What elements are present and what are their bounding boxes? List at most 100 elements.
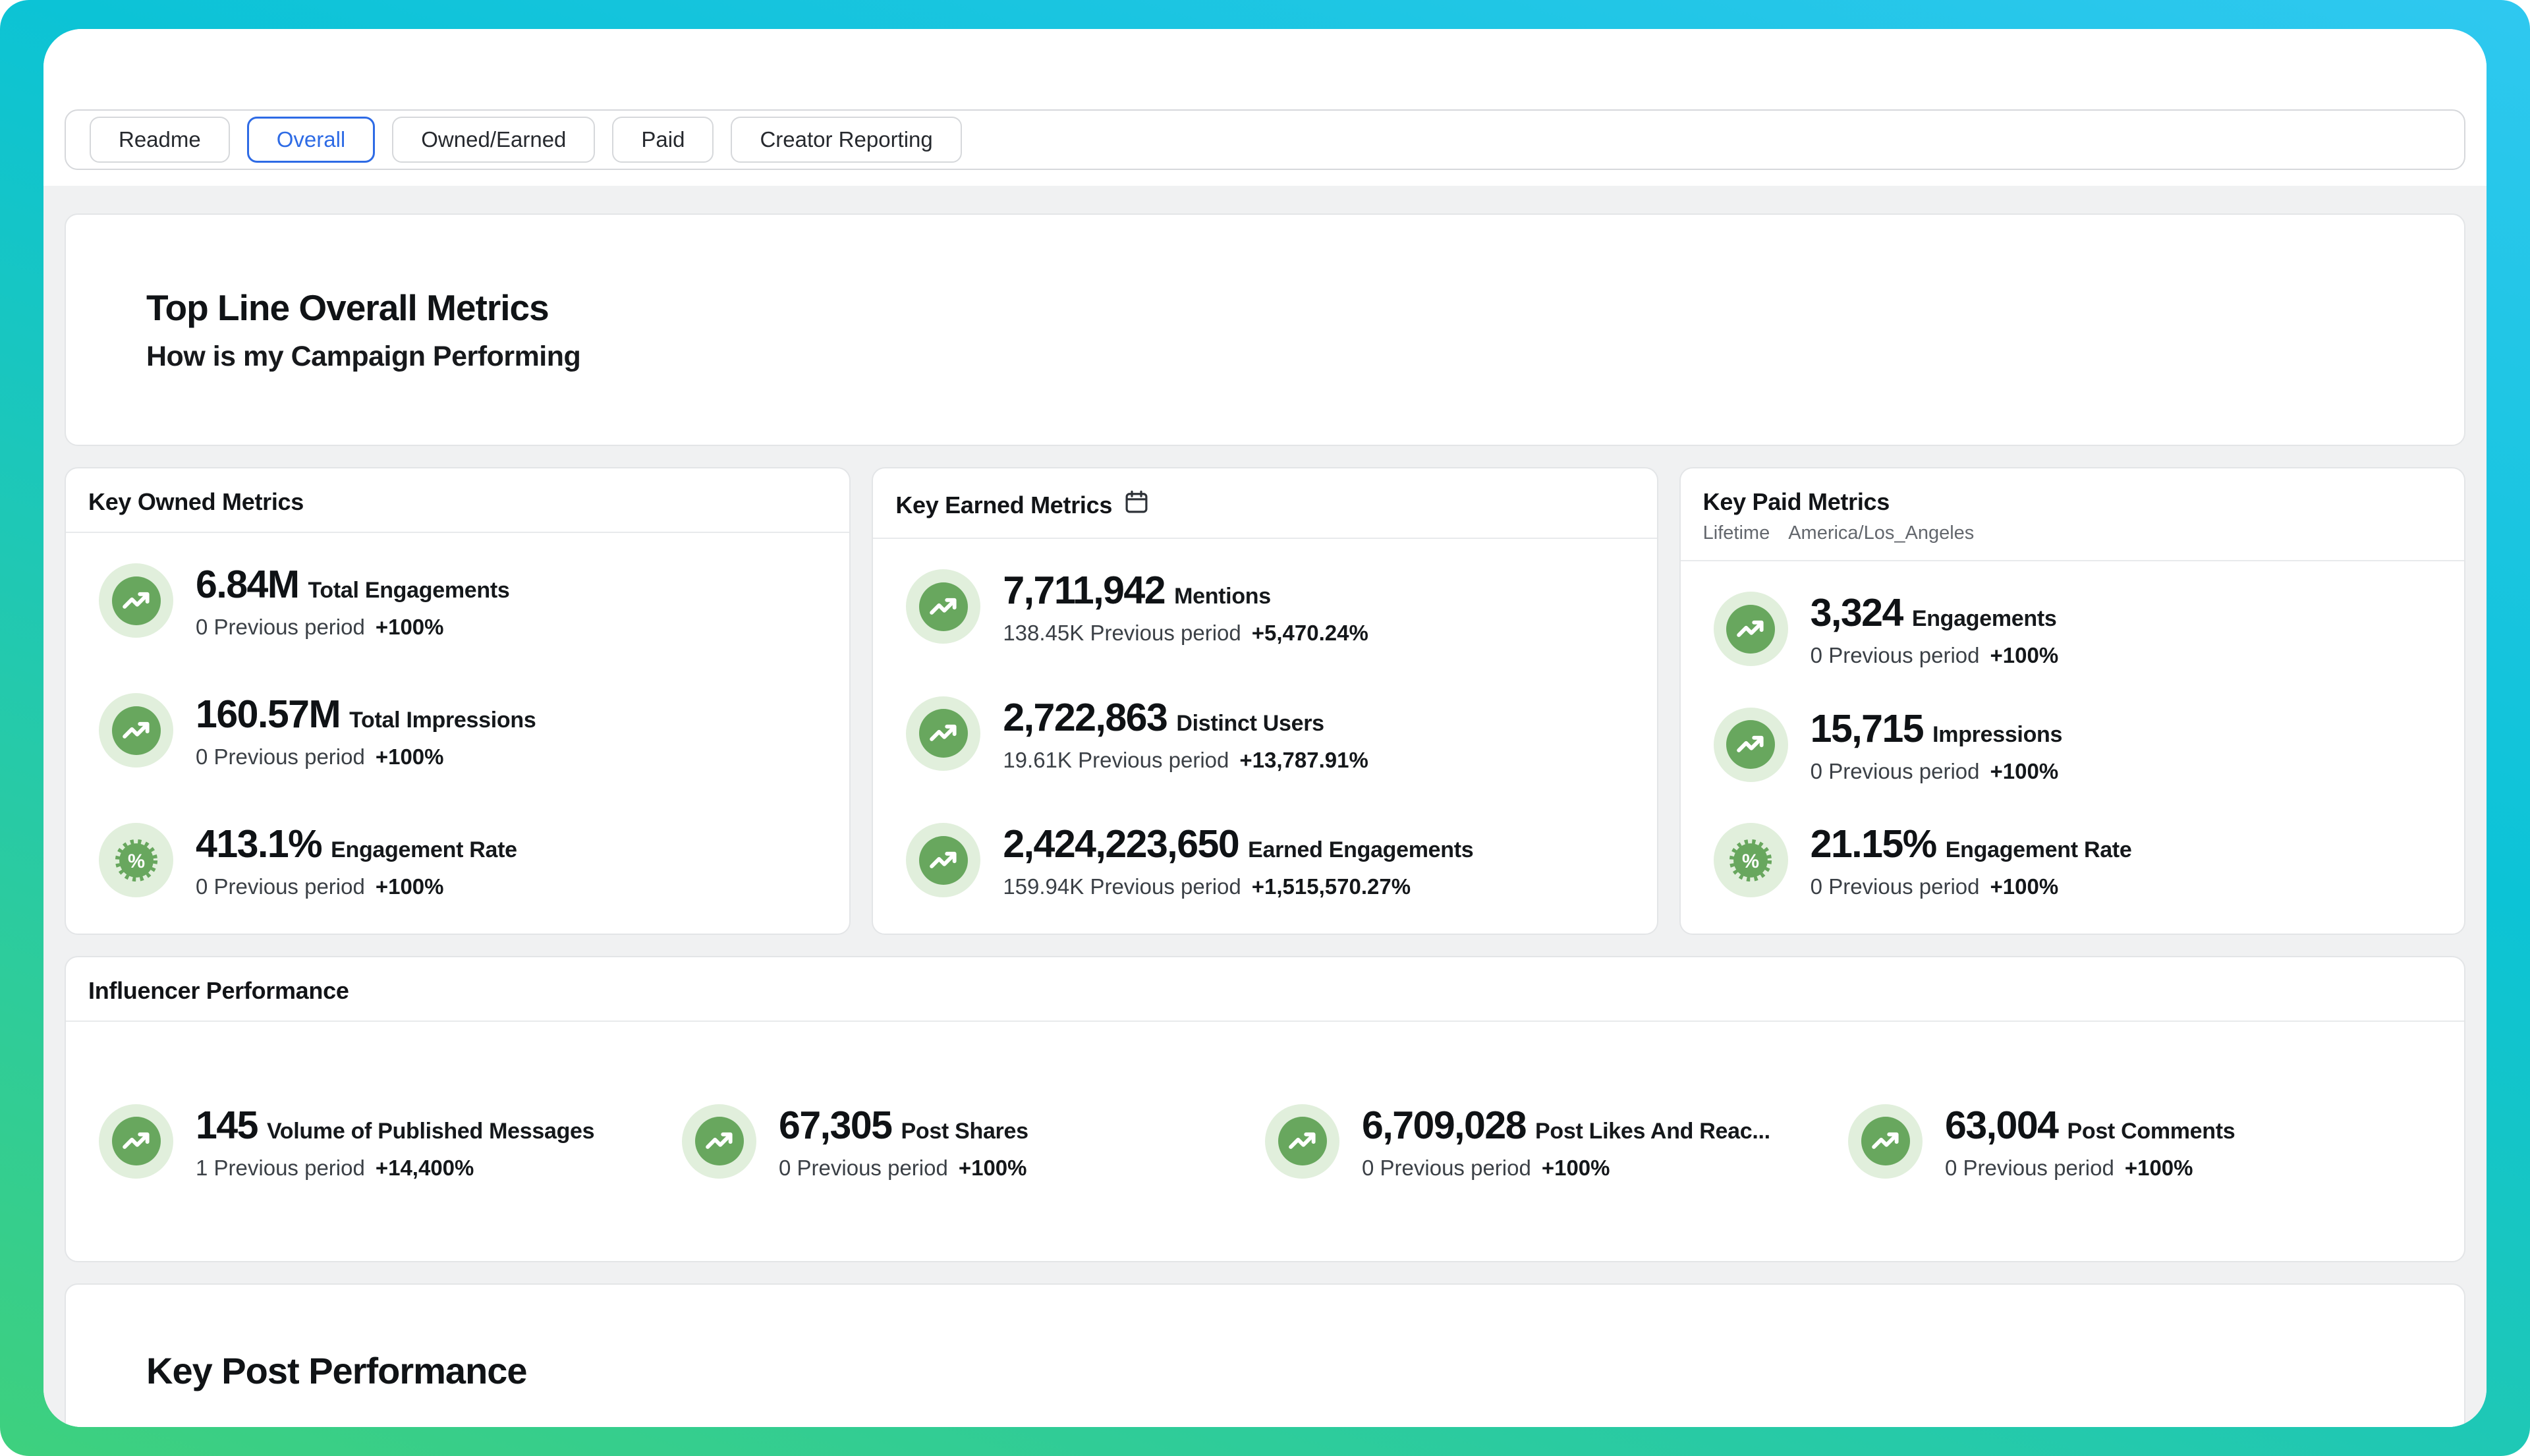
metric-label: Total Engagements	[308, 578, 510, 603]
card-header: Key Paid Metrics Lifetime America/Los_An…	[1680, 468, 2464, 561]
metric-prev-label: Previous period	[1828, 643, 1980, 667]
trend-up-icon	[99, 1104, 173, 1179]
metric-delta: +100%	[2124, 1155, 2193, 1180]
metric-row: 7,711,942 Mentions 138.45K Previous perio…	[906, 568, 1623, 646]
metric-label: Post Comments	[2067, 1118, 2235, 1144]
metric-row: 3,324 Engagements 0 Previous period +100%	[1713, 590, 2431, 668]
tab-bar: Readme Overall Owned/Earned Paid Creator…	[65, 109, 2465, 170]
metric-label: Total Impressions	[349, 708, 536, 733]
metric-prev-value: 0	[1810, 643, 1823, 667]
card-header: Key Earned Metrics	[873, 468, 1657, 539]
metric-label: Engagement Rate	[331, 837, 517, 862]
metric-prev-value: 0	[196, 874, 208, 899]
metric-delta: +100%	[958, 1155, 1027, 1180]
trend-up-icon	[99, 693, 173, 768]
dashboard-content: Top Line Overall Metrics How is my Campa…	[43, 186, 2487, 1427]
metric-value: 67,305	[779, 1103, 893, 1147]
metric-delta: +100%	[375, 874, 444, 899]
metric-delta: +5,470.24%	[1251, 621, 1368, 645]
tab-owned-earned[interactable]: Owned/Earned	[392, 117, 596, 163]
tab-creator-reporting[interactable]: Creator Reporting	[731, 117, 962, 163]
trend-up-icon	[1265, 1104, 1339, 1179]
metric-row: 6,709,028 Post Likes And Reac... 0 Previo…	[1265, 1103, 1848, 1181]
metric-value: 7,711,942	[1003, 569, 1166, 612]
metric-prev-label: Previous period	[1090, 874, 1241, 899]
metric-prev-value: 0	[196, 744, 208, 769]
metric-value: 63,004	[1945, 1103, 2059, 1147]
metric-label: Earned Engagements	[1248, 837, 1474, 862]
metric-prev-value: 1	[196, 1155, 208, 1180]
metric-delta: +100%	[1990, 643, 2059, 667]
trend-up-icon	[1848, 1104, 1923, 1179]
trend-up-icon	[682, 1104, 756, 1179]
metric-label: Distinct Users	[1176, 710, 1324, 736]
metric-row: % 413.1% Engagement Rate 0 Previous perio…	[99, 822, 816, 899]
metric-row: 145 Volume of Published Messages 1 Previo…	[99, 1103, 682, 1181]
card-title: Key Owned Metrics	[88, 488, 304, 515]
metric-prev-label: Previous period	[1828, 758, 1980, 783]
metric-delta: +100%	[375, 615, 444, 639]
metric-label: Engagement Rate	[1945, 837, 2132, 862]
metric-delta: +100%	[1990, 758, 2059, 783]
influencer-performance-card: Influencer Performance 145 Volume of Publ…	[65, 956, 2465, 1262]
metric-row: % 21.15% Engagement Rate 0 Previous perio…	[1713, 822, 2431, 899]
percent-badge-icon: %	[99, 823, 173, 897]
metric-label: Post Shares	[901, 1118, 1028, 1144]
metric-delta: +100%	[1990, 874, 2059, 899]
metric-prev-label: Previous period	[213, 744, 365, 769]
trend-up-icon	[99, 563, 173, 638]
metric-value: 15,715	[1810, 706, 1925, 750]
metric-row: 67,305 Post Shares 0 Previous period +100%	[682, 1103, 1265, 1181]
metric-value: 160.57M	[196, 692, 341, 736]
filter-timezone: America/Los_Angeles	[1788, 522, 1975, 544]
metric-row: 2,424,223,650 Earned Engagements 159.94K …	[906, 822, 1623, 899]
filter-period: Lifetime	[1702, 522, 1770, 544]
metric-label: Impressions	[1932, 721, 2063, 747]
metric-label: Mentions	[1174, 584, 1271, 609]
metric-prev-value: 0	[779, 1155, 791, 1180]
metric-label: Engagements	[1911, 606, 2057, 631]
card-title: Key Earned Metrics	[895, 488, 1634, 522]
card-body: 3,324 Engagements 0 Previous period +100% …	[1681, 561, 2464, 934]
card-title: Influencer Performance	[88, 977, 349, 1004]
percent-badge-icon: %	[1713, 823, 1788, 897]
metric-label: Post Likes And Reac...	[1534, 1118, 1770, 1144]
metric-prev-label: Previous period	[1090, 621, 1241, 645]
metric-value: 6,709,028	[1362, 1103, 1527, 1147]
metric-delta: +14,400%	[375, 1155, 474, 1180]
metric-prev-label: Previous period	[797, 1155, 948, 1180]
metric-prev-label: Previous period	[1078, 747, 1229, 772]
trend-up-icon	[906, 696, 981, 771]
svg-text:%: %	[127, 851, 144, 872]
tab-readme[interactable]: Readme	[90, 117, 230, 163]
card-body: 6.84M Total Engagements 0 Previous period…	[66, 533, 849, 934]
svg-text:%: %	[1742, 851, 1759, 872]
trend-up-icon	[906, 569, 981, 644]
metric-prev-value: 0	[1945, 1155, 1957, 1180]
metric-row: 63,004 Post Comments 0 Previous period +10…	[1848, 1103, 2431, 1181]
key-owned-metrics-card: Key Owned Metrics 6.84M Total Engagements…	[65, 467, 851, 935]
dashboard-window: Readme Overall Owned/Earned Paid Creator…	[43, 29, 2487, 1427]
card-header: Influencer Performance	[66, 957, 2464, 1022]
key-post-performance-card: Key Post Performance	[65, 1283, 2465, 1427]
metric-value: 6.84M	[196, 563, 300, 606]
metric-prev-value: 0	[1810, 758, 1823, 783]
tab-strip: Readme Overall Owned/Earned Paid Creator…	[43, 29, 2487, 186]
card-body: 7,711,942 Mentions 138.45K Previous perio…	[873, 539, 1656, 934]
metric-prev-value: 0	[196, 615, 208, 639]
card-title-text: Key Earned Metrics	[895, 491, 1113, 518]
page-subtitle: How is my Campaign Performing	[146, 341, 581, 372]
metric-value: 3,324	[1810, 591, 1904, 634]
key-earned-metrics-card: Key Earned Metrics 7,711,942 Mentions 138…	[872, 467, 1658, 935]
metric-value: 2,424,223,650	[1003, 822, 1239, 866]
calendar-icon[interactable]	[1123, 488, 1150, 522]
metric-prev-value: 159.94K	[1003, 874, 1084, 899]
trend-up-icon	[1713, 707, 1788, 782]
tab-paid[interactable]: Paid	[612, 117, 714, 163]
trend-up-icon	[906, 823, 981, 897]
tab-overall[interactable]: Overall	[246, 117, 376, 163]
metric-delta: +100%	[375, 744, 444, 769]
card-filters: Lifetime America/Los_Angeles	[1703, 522, 2442, 544]
metric-row: 2,722,863 Distinct Users 19.61K Previous …	[906, 695, 1623, 773]
